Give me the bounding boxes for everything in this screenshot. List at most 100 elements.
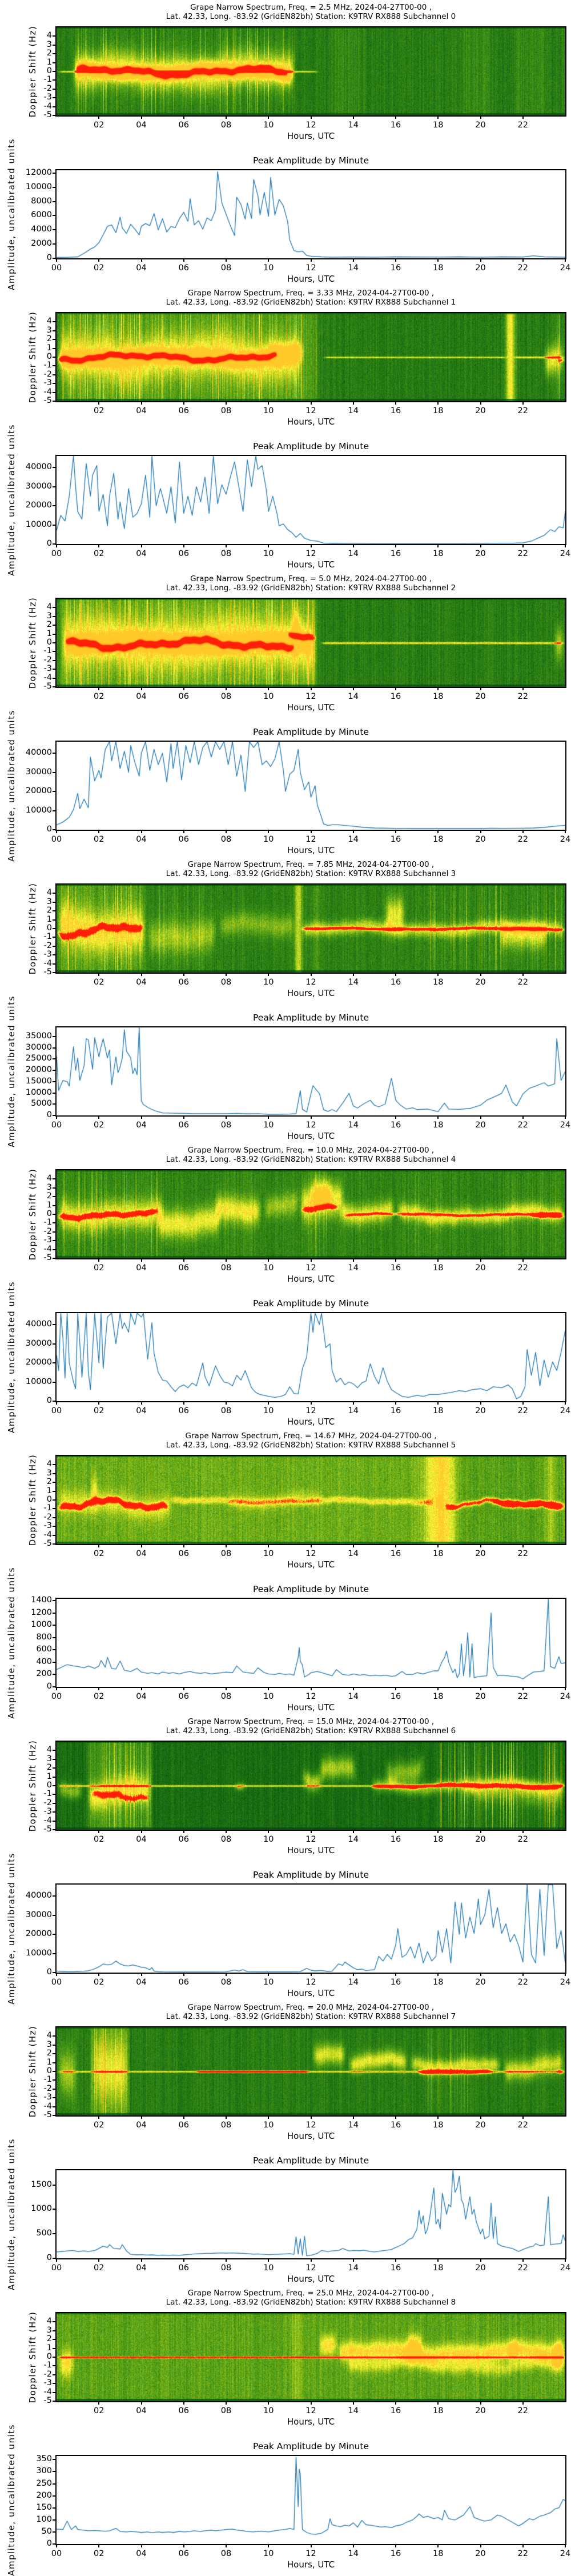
x-tick-label: 06 <box>178 2263 189 2273</box>
y-tick-mark <box>53 963 55 965</box>
spectrogram-plot-7: Grape Narrow Spectrum, Freq. = 20.0 MHz,… <box>0 2000 571 2143</box>
y-tick-mark <box>53 467 55 469</box>
x-tick-label: 10 <box>263 1978 274 1987</box>
y-tick-mark <box>53 1473 55 1474</box>
plot-box <box>55 2026 566 2117</box>
y-tick-mark <box>53 330 55 331</box>
spectrogram-plot-4: Grape Narrow Spectrum, Freq. = 10.0 MHz,… <box>0 1143 571 1286</box>
plot-title: Peak Amplitude by Minute <box>253 2155 369 2166</box>
x-tick-label: 20 <box>475 1263 486 1273</box>
y-tick-label: 10000 <box>25 1948 52 1958</box>
y-tick-label: 20000 <box>25 786 52 796</box>
y-tick-label: 1 <box>46 1200 52 1210</box>
line-canvas <box>57 1027 565 1115</box>
x-tick-label: 22 <box>517 2121 528 2130</box>
x-tick-label: 10 <box>263 1406 274 1415</box>
x-tick-mark <box>352 2402 354 2405</box>
x-tick-label: 10 <box>263 2549 274 2558</box>
y-tick-mark <box>53 910 55 912</box>
x-tick-label: 02 <box>94 406 104 415</box>
x-tick-mark <box>268 2402 270 2405</box>
x-tick-label: 18 <box>433 835 444 844</box>
y-tick-mark <box>53 321 55 323</box>
x-tick-label: 16 <box>390 549 401 558</box>
plot-box <box>55 741 566 831</box>
x-tick-label: 04 <box>136 121 147 130</box>
y-tick-mark <box>53 1820 55 1822</box>
plot-title-line2: Lat. 42.33, Long. -83.92 (GridEN82bh) St… <box>166 1441 456 1450</box>
x-tick-mark <box>395 1259 396 1262</box>
y-tick-mark <box>53 2383 55 2385</box>
y-tick-mark <box>53 1187 55 1189</box>
x-tick-label: 04 <box>136 263 147 273</box>
x-tick-mark <box>140 2117 142 2119</box>
x-tick-label: 20 <box>475 1549 486 1558</box>
y-tick-label: 2 <box>46 1477 52 1487</box>
x-tick-mark <box>480 831 481 833</box>
y-axis-label: Amplitude, uncalibrated units <box>6 2424 17 2576</box>
x-tick-label: 22 <box>517 692 528 701</box>
x-tick-label: 14 <box>348 692 359 701</box>
x-tick-mark <box>437 259 439 262</box>
x-tick-mark <box>437 1117 439 1119</box>
x-tick-mark <box>522 2545 524 2547</box>
x-tick-label: 14 <box>348 2263 359 2273</box>
y-tick-label: 100 <box>36 2514 52 2524</box>
y-tick-label: 50 <box>41 2526 52 2536</box>
y-tick-label: 40000 <box>25 748 52 758</box>
x-tick-label: 02 <box>94 1978 104 1987</box>
y-tick-mark <box>53 1035 55 1037</box>
y-tick-label: -1 <box>43 1789 52 1799</box>
plot-box <box>55 598 566 688</box>
x-tick-label: 22 <box>517 549 528 558</box>
y-tick-label: 2 <box>46 1763 52 1773</box>
x-tick-mark <box>183 2402 184 2405</box>
x-tick-label: 02 <box>94 2121 104 2130</box>
x-tick-mark <box>140 688 142 690</box>
y-tick-label: -3 <box>43 2093 52 2102</box>
y-tick-label: 4 <box>46 1174 52 1183</box>
y-tick-label: 3 <box>46 325 52 335</box>
x-tick-label: 12 <box>305 406 316 415</box>
y-tick-label: 0 <box>46 2539 52 2548</box>
x-tick-label: 04 <box>136 692 147 701</box>
x-tick-mark <box>183 831 184 833</box>
y-tick-label: 1 <box>46 629 52 638</box>
x-tick-label: 12 <box>305 2121 316 2130</box>
x-tick-mark <box>310 1688 312 1690</box>
y-tick-mark <box>53 2233 55 2235</box>
x-tick-mark <box>437 2545 439 2547</box>
x-tick-label: 14 <box>348 1406 359 1415</box>
x-tick-label: 16 <box>390 1835 401 1844</box>
x-tick-mark <box>140 1974 142 1976</box>
x-tick-label: 00 <box>51 1978 62 1987</box>
y-tick-label: 1200 <box>31 1607 52 1617</box>
x-tick-label: 18 <box>433 1263 444 1273</box>
y-tick-mark <box>53 893 55 894</box>
x-tick-label: 16 <box>390 121 401 130</box>
x-tick-mark <box>480 1117 481 1119</box>
y-tick-label: -5 <box>43 1253 52 1262</box>
x-tick-mark <box>480 688 481 690</box>
x-tick-label: 22 <box>517 1406 528 1415</box>
x-tick-mark <box>352 974 354 976</box>
x-tick-label: 16 <box>390 1406 401 1415</box>
x-tick-label: 04 <box>136 1978 147 1987</box>
x-tick-mark <box>480 2117 481 2119</box>
y-tick-mark <box>53 1103 55 1105</box>
x-tick-mark <box>56 545 57 547</box>
y-tick-label: 10000 <box>25 1087 52 1097</box>
y-tick-mark <box>53 1343 55 1345</box>
x-axis-label: Hours, UTC <box>287 988 335 998</box>
y-tick-label: 3 <box>46 611 52 621</box>
plot-box <box>55 26 566 117</box>
y-tick-label: 20000 <box>25 1929 52 1939</box>
x-tick-mark <box>437 1831 439 1833</box>
y-tick-mark <box>53 659 55 661</box>
plot-box <box>55 2455 566 2545</box>
x-tick-label: 24 <box>560 2549 571 2558</box>
x-tick-label: 02 <box>94 1263 104 1273</box>
x-tick-label: 18 <box>433 2406 444 2415</box>
plot-box <box>55 169 566 259</box>
x-tick-label: 00 <box>51 1692 62 1701</box>
